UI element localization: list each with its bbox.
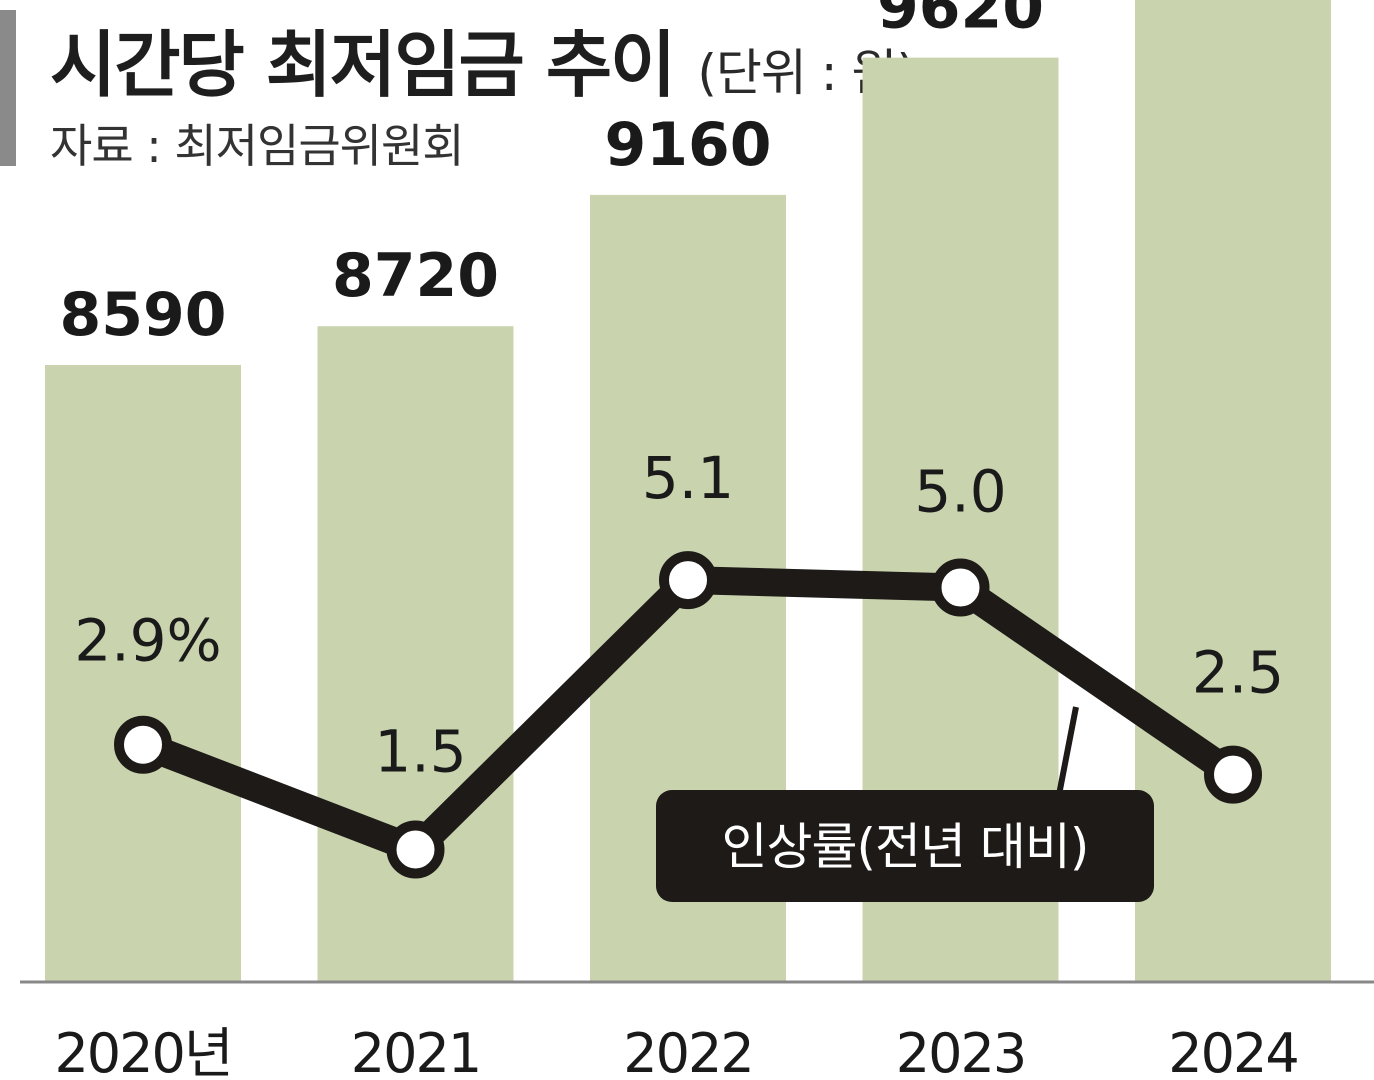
bar-2020 bbox=[45, 365, 241, 982]
rate-label: 5.1 bbox=[642, 444, 734, 512]
legend-label: 인상률(전년 대비) bbox=[722, 818, 1089, 876]
x-tick-label: 2020년 bbox=[54, 1022, 231, 1080]
rate-marker bbox=[931, 558, 990, 617]
x-tick-labels: 2020년 2021 2022 2023 2024 bbox=[54, 1022, 1299, 1080]
title-accent-bar bbox=[0, 10, 16, 166]
bar-value-label: 8590 bbox=[60, 280, 227, 350]
bar-group bbox=[45, 0, 1331, 983]
x-tick-label: 2024 bbox=[1168, 1022, 1297, 1080]
source-label: 자료 : 최저임금위원회 bbox=[50, 119, 465, 173]
rate-labels: 2.9% 1.5 5.1 5.0 2.5 bbox=[74, 444, 1284, 785]
legend-box bbox=[656, 790, 1154, 902]
rate-marker bbox=[114, 715, 172, 774]
rate-marker bbox=[1204, 745, 1262, 804]
line-legend: 인상률(전년 대비) bbox=[656, 706, 1154, 902]
rate-label: 2.9% bbox=[74, 607, 221, 675]
x-tick-label: 2022 bbox=[623, 1022, 752, 1080]
rate-marker bbox=[386, 820, 445, 879]
bar-value-labels: 85908720916096209860 bbox=[60, 0, 1045, 350]
chart-title: 시간당 최저임금 추이 (단위 : 원) bbox=[50, 23, 916, 107]
rate-label: 1.5 bbox=[374, 717, 466, 785]
bar-value-label: 9620 bbox=[877, 0, 1044, 43]
rate-markers bbox=[114, 551, 1262, 879]
legend-pointer bbox=[1055, 706, 1079, 801]
bar-2021 bbox=[317, 326, 514, 982]
x-tick-label: 2023 bbox=[896, 1022, 1025, 1080]
bar-value-label: 9160 bbox=[605, 110, 772, 180]
bar-2024 bbox=[1135, 0, 1331, 983]
rate-label: 5.0 bbox=[914, 458, 1006, 526]
x-tick-label: 2021 bbox=[351, 1022, 480, 1080]
bar-value-label: 8720 bbox=[332, 241, 499, 311]
rate-label: 2.5 bbox=[1192, 639, 1284, 707]
rate-marker bbox=[659, 551, 717, 610]
